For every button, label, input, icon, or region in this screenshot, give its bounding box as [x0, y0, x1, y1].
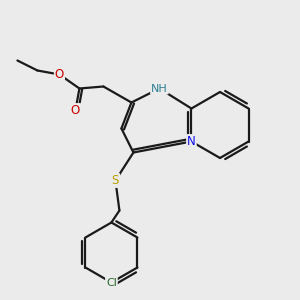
Text: O: O	[55, 68, 64, 81]
Text: Cl: Cl	[106, 278, 117, 287]
Text: NH: NH	[151, 83, 168, 94]
Text: O: O	[71, 104, 80, 117]
Text: N: N	[187, 135, 196, 148]
Text: S: S	[112, 174, 119, 187]
